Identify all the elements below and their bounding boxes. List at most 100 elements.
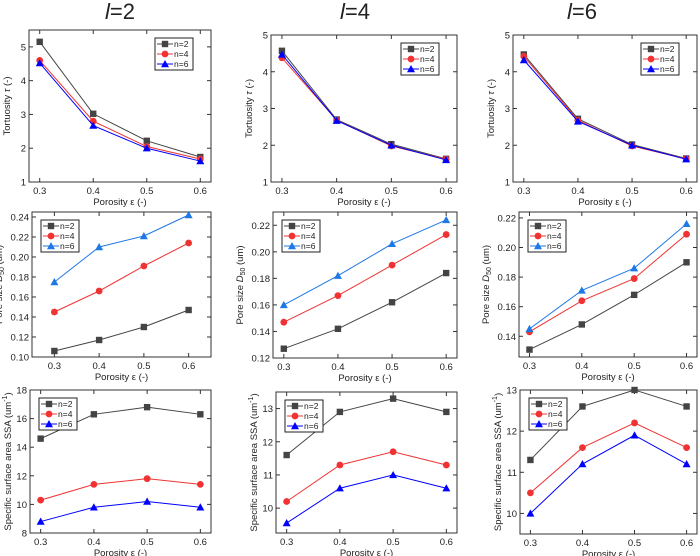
x-axis-label: Porosity ε (-) <box>338 373 391 384</box>
data-point <box>443 408 450 416</box>
data-point <box>50 308 58 316</box>
x-tick-label: 0.6 <box>680 361 693 372</box>
series-n4 <box>283 448 450 505</box>
data-point <box>336 461 344 469</box>
y-label-superscript: -1 <box>248 396 255 402</box>
data-point <box>89 503 98 511</box>
legend-label: n=4 <box>420 54 435 64</box>
data-point <box>442 461 450 469</box>
chart-tort-l6: 0.3 0.4 0.5 0.6 1 2 3 4 5 Porosity ε (-) Tortuosit… <box>486 31 698 208</box>
data-point <box>143 497 152 505</box>
x-axis-label: Porosity ε (-) <box>337 197 390 208</box>
legend-marker <box>407 65 415 73</box>
data-point <box>139 232 148 240</box>
data-point <box>578 297 586 305</box>
x-tick-label: 0.5 <box>385 186 398 197</box>
y-label-text: Pore size <box>481 282 492 324</box>
data-point <box>143 475 151 483</box>
legend-label: n=2 <box>60 221 75 231</box>
series-n2 <box>280 269 450 352</box>
plot-frame <box>275 391 458 534</box>
legend-marker <box>647 45 655 53</box>
legend-marker <box>161 40 169 48</box>
data-point <box>95 243 104 251</box>
series-n6 <box>525 219 691 333</box>
y-tick-label: 0.20 <box>11 253 30 264</box>
data-point <box>35 59 44 67</box>
y-tick-label: 4 <box>505 67 510 78</box>
y-label-symbol: D <box>235 275 246 282</box>
legend-label: n=4 <box>547 231 562 241</box>
y-label-symbol: τ <box>244 90 255 95</box>
y-tick-label: 1 <box>505 178 510 189</box>
data-point <box>336 408 344 416</box>
y-tick-label: 10 <box>506 509 517 520</box>
legend-label: n=2 <box>660 44 675 54</box>
data-point <box>519 55 528 64</box>
y-label-subscript: 50 <box>0 267 6 275</box>
legend-marker <box>291 422 299 430</box>
y-label-superscript: -1 <box>2 395 9 401</box>
y-tick-label: 8 <box>22 529 27 540</box>
chart-ssa-l6: 0.3 0.4 0.5 0.6 10 11 12 13 Porosity ε (-) Specif… <box>492 386 698 556</box>
y-tick-label: 5 <box>21 42 26 53</box>
y-tick-label: 0.24 <box>11 213 30 224</box>
column-title-eq: =4 <box>345 0 370 24</box>
data-point <box>389 448 397 456</box>
legend-label: n=2 <box>420 44 435 54</box>
series-n4 <box>36 57 204 163</box>
data-point <box>525 324 534 333</box>
column-title: l=2 <box>105 0 135 24</box>
y-tick-label: 0.14 <box>252 327 271 338</box>
y-tick-label: 11 <box>507 468 517 479</box>
plot-frame <box>519 389 698 535</box>
legend-marker <box>47 242 55 250</box>
legend-marker <box>535 400 543 408</box>
data-point <box>185 239 193 247</box>
data-point <box>332 116 341 124</box>
data-point <box>388 299 396 306</box>
y-tick-label: 1 <box>263 178 268 189</box>
data-point <box>334 292 342 300</box>
legend-label: n=6 <box>58 419 73 429</box>
legend-label: n=2 <box>304 401 319 411</box>
x-tick-label: 0.4 <box>575 361 588 372</box>
y-axis-label: Pore size D50 (um) <box>481 245 493 324</box>
data-point <box>389 470 398 479</box>
data-point <box>90 411 98 418</box>
legend-label: n=2 <box>58 399 73 409</box>
legend-label: n=4 <box>660 54 675 64</box>
x-tick-label: 0.3 <box>48 361 61 372</box>
x-tick-label: 0.5 <box>137 361 150 372</box>
y-tick-label: 14 <box>16 443 27 454</box>
y-axis-label: Specific surface area SSA (um-1) <box>2 392 14 530</box>
data-point <box>90 480 98 488</box>
data-point <box>578 460 587 468</box>
x-tick-label: 0.3 <box>517 186 530 197</box>
y-tick-label: 5 <box>263 31 268 42</box>
legend: n=2n=4n=6 <box>527 219 567 253</box>
series-line <box>286 398 447 456</box>
y-axis-label: Specific surface area SSA (um-1) <box>248 393 260 531</box>
data-point <box>335 484 344 492</box>
y-tick-label: 3 <box>505 104 510 115</box>
data-point <box>95 336 103 344</box>
legend-marker <box>535 420 543 428</box>
y-label-unit: (-) <box>2 77 13 89</box>
data-point <box>140 323 148 331</box>
x-tick-label: 0.5 <box>625 186 638 197</box>
y-tick-label: 0.18 <box>11 273 30 284</box>
chart-pore-l2: 0.3 0.4 0.5 0.6 0.10 0.12 0.14 0.16 0.18 0.20 0.22… <box>0 211 212 383</box>
x-axis-label: Porosity ε (-) <box>95 372 148 383</box>
data-point <box>682 460 691 468</box>
y-tick-label: 12 <box>262 437 273 448</box>
legend: n=2n=4n=6 <box>284 399 324 433</box>
y-tick-label: 4 <box>263 67 268 78</box>
y-tick-label: 0.14 <box>498 332 517 343</box>
y-label-text: Pore size <box>235 282 246 324</box>
legend-box <box>527 219 567 253</box>
y-label-symbol: D <box>481 275 492 282</box>
data-point <box>683 259 690 266</box>
column-title: l=6 <box>567 0 597 24</box>
data-point <box>50 278 59 286</box>
